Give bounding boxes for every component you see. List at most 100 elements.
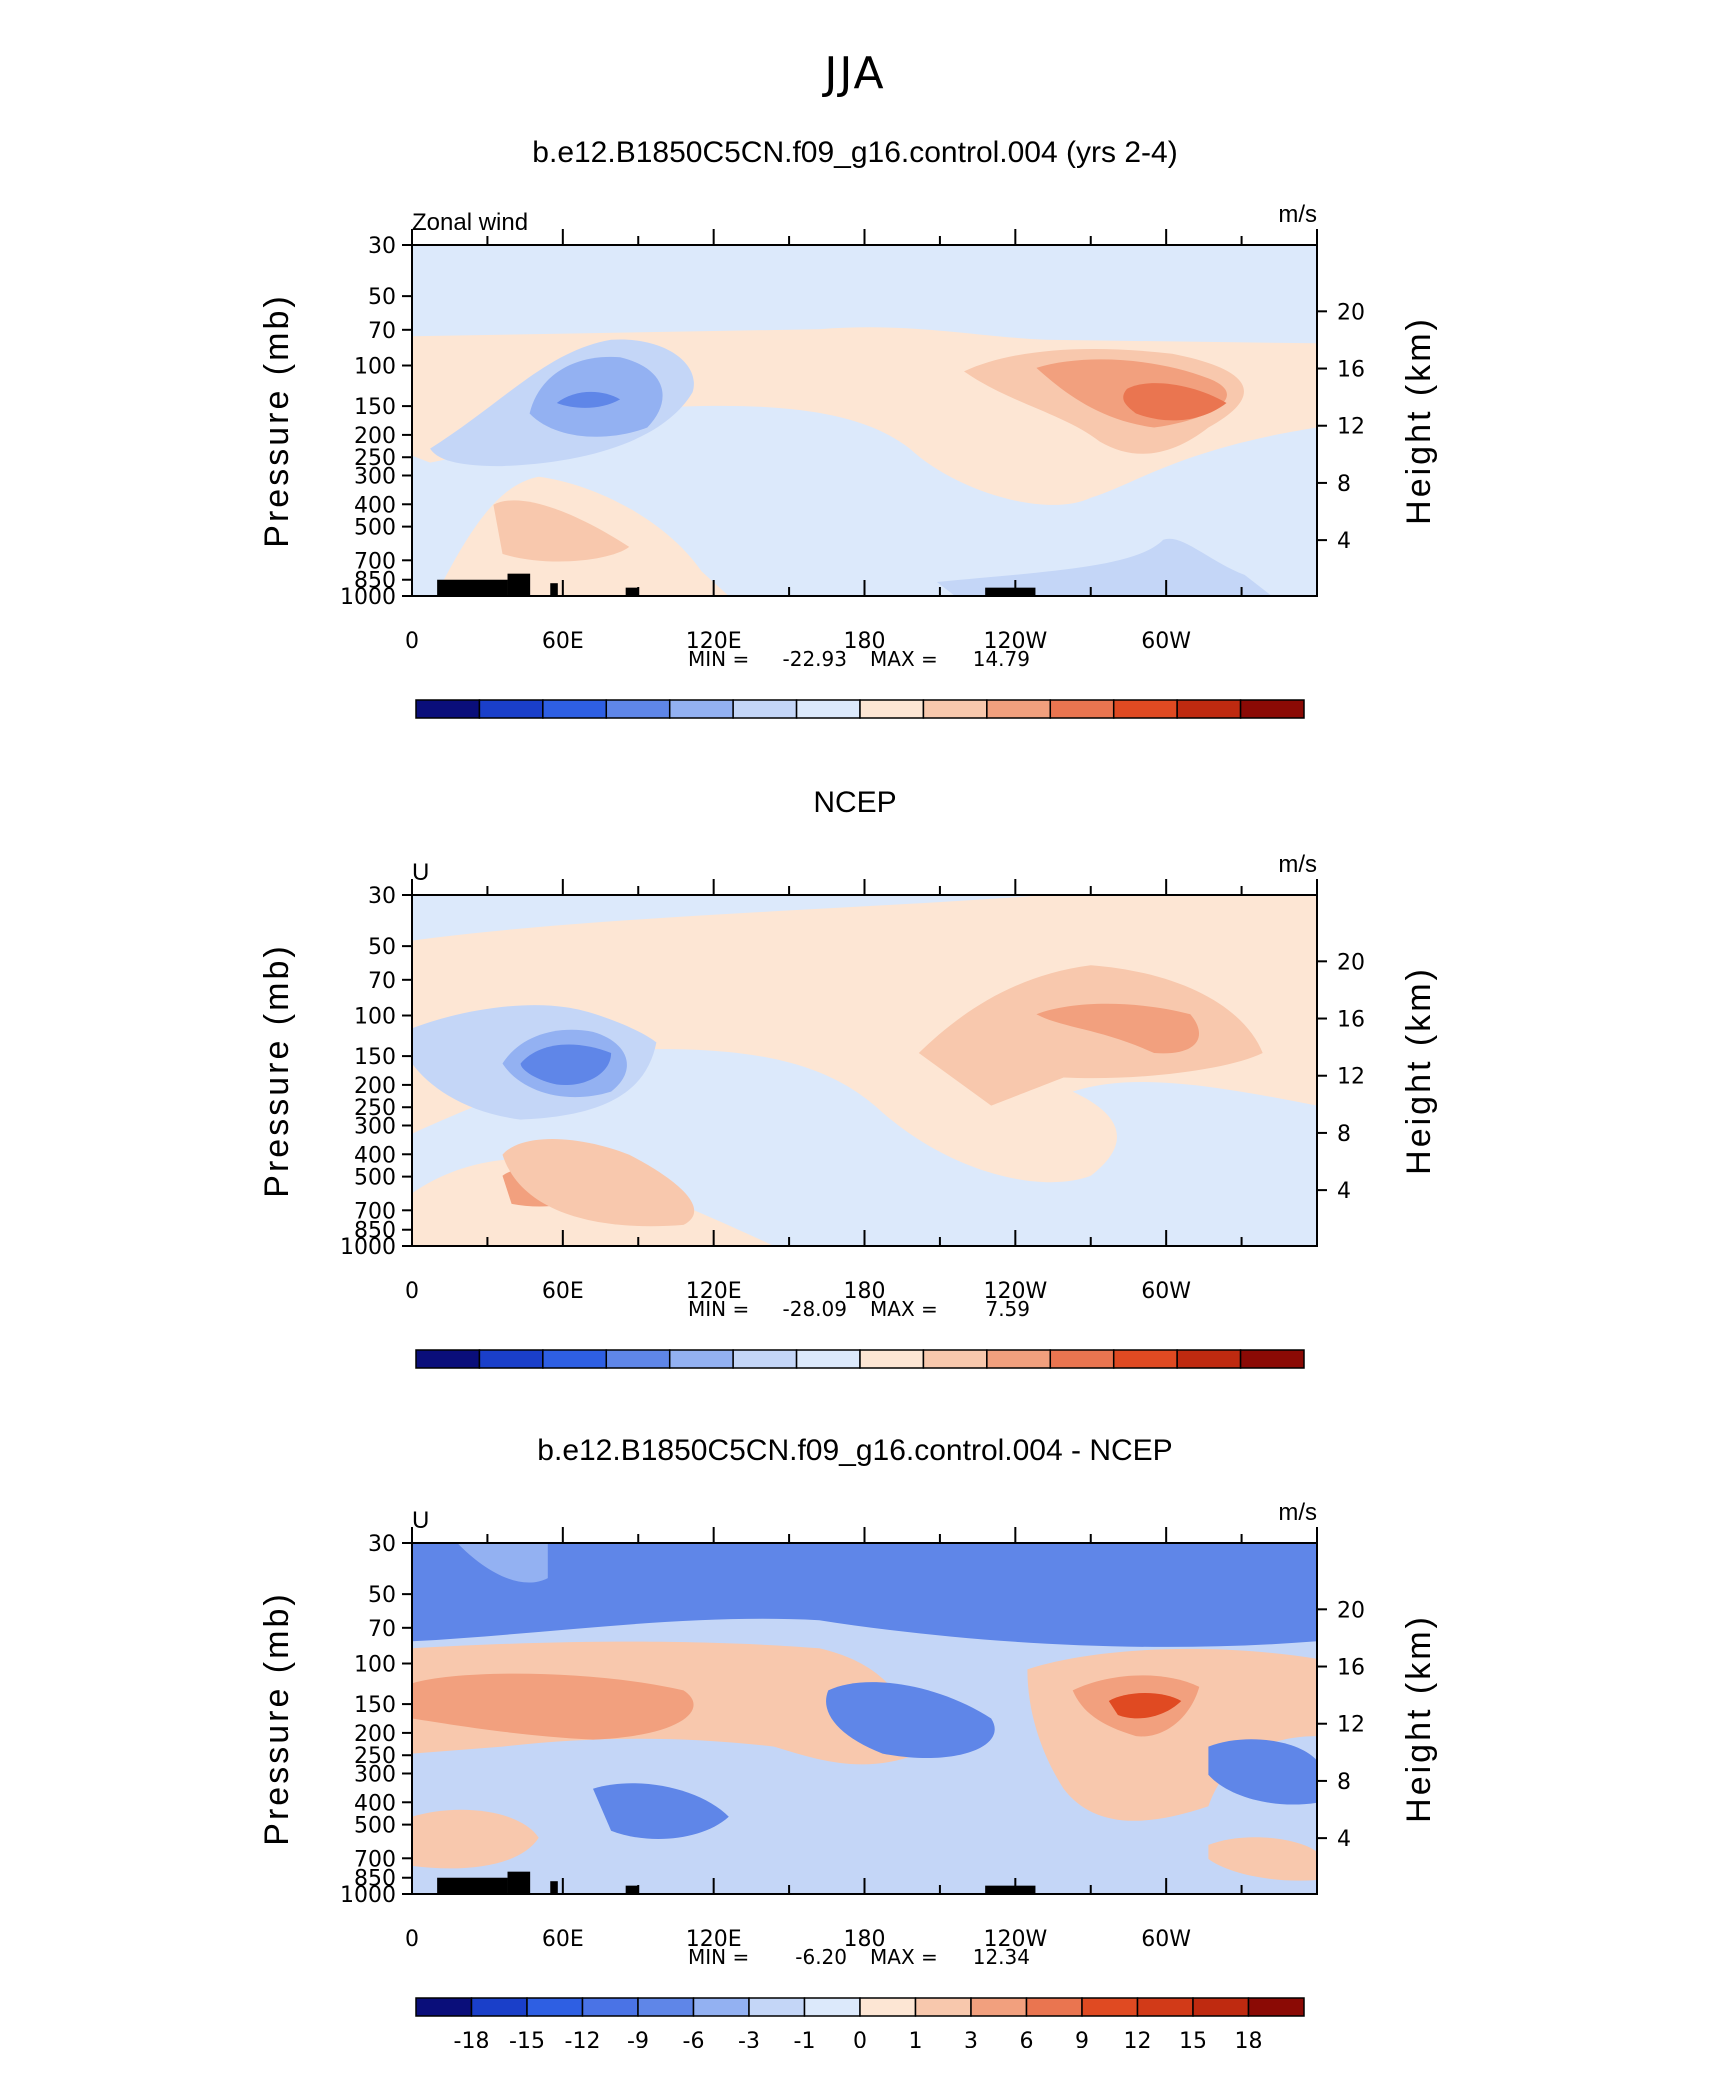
max-label: MAX =: [870, 647, 938, 671]
colorbar-box: [478, 699, 544, 719]
y-right-tick-label: 12: [1337, 1065, 1365, 1090]
colorbar-box: [470, 1997, 528, 2017]
colorbar-box: [986, 1349, 1052, 1369]
y-tick-label: 850: [354, 1219, 396, 1244]
colorbar-box: [1049, 1349, 1115, 1369]
x-tick-label: 180: [844, 629, 886, 654]
units-label: m/s: [1278, 1499, 1317, 1526]
y-tick-label: 700: [354, 1847, 396, 1872]
contour-region-7: [826, 1682, 995, 1759]
x-tick-label: 60E: [542, 1279, 584, 1304]
colorbar-box: [1176, 699, 1242, 719]
min-label: MIN =: [688, 1297, 749, 1321]
contour-region-1: [457, 1543, 548, 1583]
x-tick-label: 60W: [1141, 629, 1191, 654]
y-tick-label: 500: [354, 1166, 396, 1191]
colorbar-box: [415, 1997, 473, 2017]
min-value: -28.09: [783, 1297, 847, 1321]
y-tick-label: 70: [368, 969, 396, 994]
y-tick-label: 30: [368, 1532, 396, 1557]
colorbar-box: [859, 1997, 917, 2017]
x-tick-label: 60W: [1141, 1279, 1191, 1304]
colorbar-label: -1: [794, 2029, 816, 2048]
y-tick-label: 850: [354, 1867, 396, 1892]
y-right-tick-label: 16: [1337, 358, 1365, 383]
topography-4: [985, 1885, 1036, 1894]
colorbar-label: 6: [1020, 2029, 1034, 2048]
colorbar-box: [1136, 1997, 1194, 2017]
colorbar-box: [1239, 699, 1305, 719]
colorbar-box: [478, 1349, 544, 1369]
y-tick-label: 100: [354, 355, 396, 380]
max-label: MAX =: [870, 1945, 938, 1969]
panel-title: b.e12.B1850C5CN.f09_g16.control.004 - NC…: [537, 1434, 1172, 1467]
y-tick-label: 50: [368, 1583, 396, 1608]
colorbar-box: [970, 1997, 1028, 2017]
colorbar-box: [542, 1349, 608, 1369]
x-tick-label: 120W: [983, 1279, 1047, 1304]
colorbar-box: [1247, 1997, 1305, 2017]
contour-region-6: [1036, 1003, 1200, 1054]
y-tick-label: 70: [368, 319, 396, 344]
min-label: MIN =: [688, 1945, 749, 1969]
colorbar-box: [1049, 699, 1115, 719]
topography-2: [550, 1881, 558, 1894]
colorbar-label: -15: [509, 2029, 545, 2048]
y-right-axis-title: Height (km): [1400, 966, 1438, 1175]
y-tick-label: 150: [354, 1693, 396, 1718]
y-right-axis-title: Height (km): [1400, 1614, 1438, 1823]
min-label: MIN =: [688, 647, 749, 671]
colorbar-label: -3: [738, 2029, 760, 2048]
colorbar-box: [1025, 1997, 1083, 2017]
min-value: -22.93: [783, 647, 847, 671]
colorbar-box: [1112, 1349, 1178, 1369]
colorbar-box: [1081, 1997, 1139, 2017]
min-value: -6.20: [795, 1945, 847, 1969]
panel-title: b.e12.B1850C5CN.f09_g16.control.004 (yrs…: [532, 136, 1177, 169]
panel-model: b.e12.B1850C5CN.f09_g16.control.004 (yrs…: [0, 110, 1710, 730]
contour-region-6: [1108, 1693, 1182, 1719]
x-tick-label: 0: [405, 1927, 419, 1952]
contour-region-9: [936, 538, 1272, 596]
y-tick-label: 700: [354, 549, 396, 574]
x-tick-label: 60E: [542, 1927, 584, 1952]
colorbar-box: [1176, 1349, 1242, 1369]
colorbar-label: 12: [1124, 2029, 1152, 2048]
left-string: U: [412, 1507, 429, 1534]
contour-region-10: [412, 1809, 539, 1869]
colorbar-label: 3: [964, 2029, 978, 2048]
colorbar-box: [732, 699, 798, 719]
y-tick-label: 300: [354, 1114, 396, 1139]
contour-region-8: [502, 1138, 695, 1227]
colorbar-box: [748, 1997, 806, 2017]
y-tick-label: 1000: [340, 1883, 396, 1908]
colorbar-label: -9: [627, 2029, 649, 2048]
y-tick-label: 30: [368, 884, 396, 909]
max-value: 7.59: [985, 1297, 1030, 1321]
colorbar-box: [859, 1349, 925, 1369]
colorbar-label: -6: [683, 2029, 705, 2048]
colorbar-box: [668, 699, 734, 719]
y-tick-label: 50: [368, 285, 396, 310]
x-tick-label: 120E: [686, 1279, 742, 1304]
left-string: U: [412, 859, 429, 886]
y-tick-label: 100: [354, 1653, 396, 1678]
colorbar-label: 9: [1075, 2029, 1089, 2048]
colorbar-box: [922, 699, 988, 719]
colorbar-box: [542, 699, 608, 719]
colorbar-box: [637, 1997, 695, 2017]
topography-3: [625, 587, 639, 596]
colorbar-box: [1192, 1997, 1250, 2017]
colorbar-box: [605, 699, 671, 719]
zonal-wind-plot-difference: b.e12.B1850C5CN.f09_g16.control.004 - NC…: [258, 1434, 1438, 2048]
topography-0: [437, 579, 508, 596]
colorbar-box: [732, 1349, 798, 1369]
y-right-tick-label: 8: [1337, 1122, 1351, 1147]
y-tick-label: 400: [354, 1143, 396, 1168]
y-right-tick-label: 8: [1337, 1770, 1351, 1795]
y-tick-label: 100: [354, 1005, 396, 1030]
contour-region-0: [412, 1543, 1317, 1647]
y-axis-title: Pressure (mb): [258, 293, 296, 547]
x-tick-label: 180: [844, 1279, 886, 1304]
